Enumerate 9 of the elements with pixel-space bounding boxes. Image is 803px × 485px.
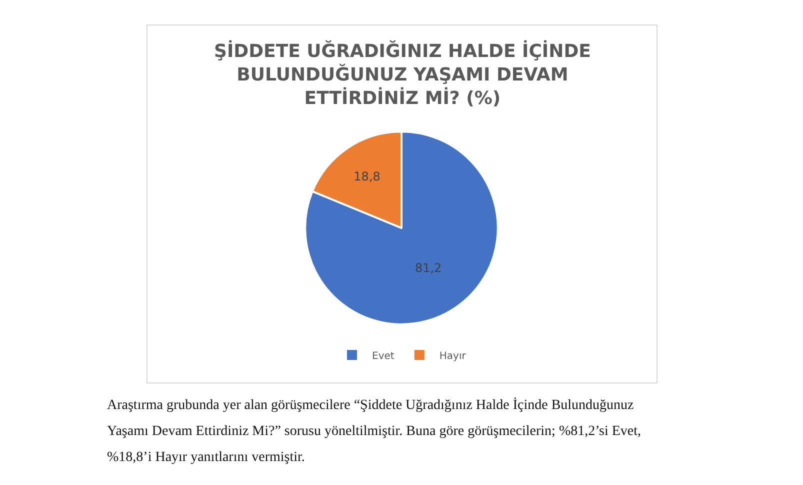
legend-label: Hayır <box>439 350 467 362</box>
text: %18,8’i Hayır yanıtlarını vermiştir. <box>107 450 305 465</box>
text: Yaşamı Devam Ettirdiniz Mi?” sorusu yöneltilmiştir. Buna göre görüşmecilerin; %81,2’si Evet, <box>107 424 641 439</box>
data-label: 81,2 <box>414 260 442 275</box>
legend-label: Evet <box>372 350 394 362</box>
chart-title: ŞİDDETE UĞRADIĞINIZ HALDE İÇİNDE BULUNDUĞUNUZ YAŞAMI DEVAM ETTİRDİNİZ Mİ? (%) <box>214 40 591 109</box>
pie-slice <box>304 130 499 326</box>
text: Araştırma grubunda yer alan görüşmecilere “Şiddete Uğradığınız Halde İçinde Bulunduğunuz <box>107 397 634 413</box>
data-label: 18,8 <box>354 170 380 184</box>
